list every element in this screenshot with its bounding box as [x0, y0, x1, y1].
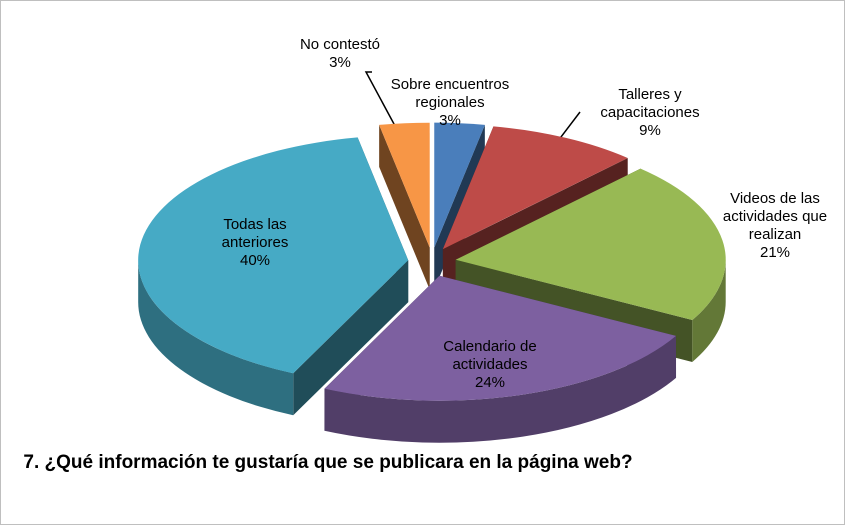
slice-top [324, 275, 677, 401]
category-label: Talleres y capacitaciones [600, 86, 700, 121]
slice-top [455, 168, 726, 320]
value-label: 9% [639, 122, 661, 139]
slice-top [434, 122, 485, 248]
value-label: 3% [439, 112, 461, 129]
data-label: Videos de las actividades que realizan 21… [700, 190, 845, 262]
slice-top [442, 126, 628, 250]
data-label: Todas las anteriores 40% [195, 216, 315, 270]
chart-title: 7. ¿Qué información te gustaría que se p… [23, 452, 633, 473]
value-label: 3% [329, 54, 351, 71]
value-label: 21% [759, 244, 791, 261]
category-label: Sobre encuentros regionales [390, 76, 510, 111]
pie-slice [138, 137, 409, 416]
value-label: 40% [239, 252, 271, 269]
category-label: Videos de las actividades que realizan [722, 190, 828, 243]
category-label: Todas las anteriores [221, 216, 289, 251]
data-label: No contestó 3% [280, 36, 400, 72]
data-label: Sobre encuentros regionales 3% [385, 76, 515, 130]
slice-side [138, 260, 294, 416]
slice-side [692, 259, 726, 362]
slice-wall [379, 124, 430, 290]
data-label: Talleres y capacitaciones 9% [580, 86, 720, 140]
data-label: Calendario de actividades 24% [425, 338, 555, 392]
category-label: No contestó [299, 36, 381, 53]
slice-wall [293, 260, 409, 416]
pie-slice [379, 122, 430, 290]
category-label: Calendario de actividades [443, 338, 537, 373]
pie-slice [324, 275, 677, 443]
value-label: 24% [474, 374, 506, 391]
slice-side [324, 335, 677, 443]
slice-top [138, 137, 409, 374]
slice-top [379, 122, 430, 248]
